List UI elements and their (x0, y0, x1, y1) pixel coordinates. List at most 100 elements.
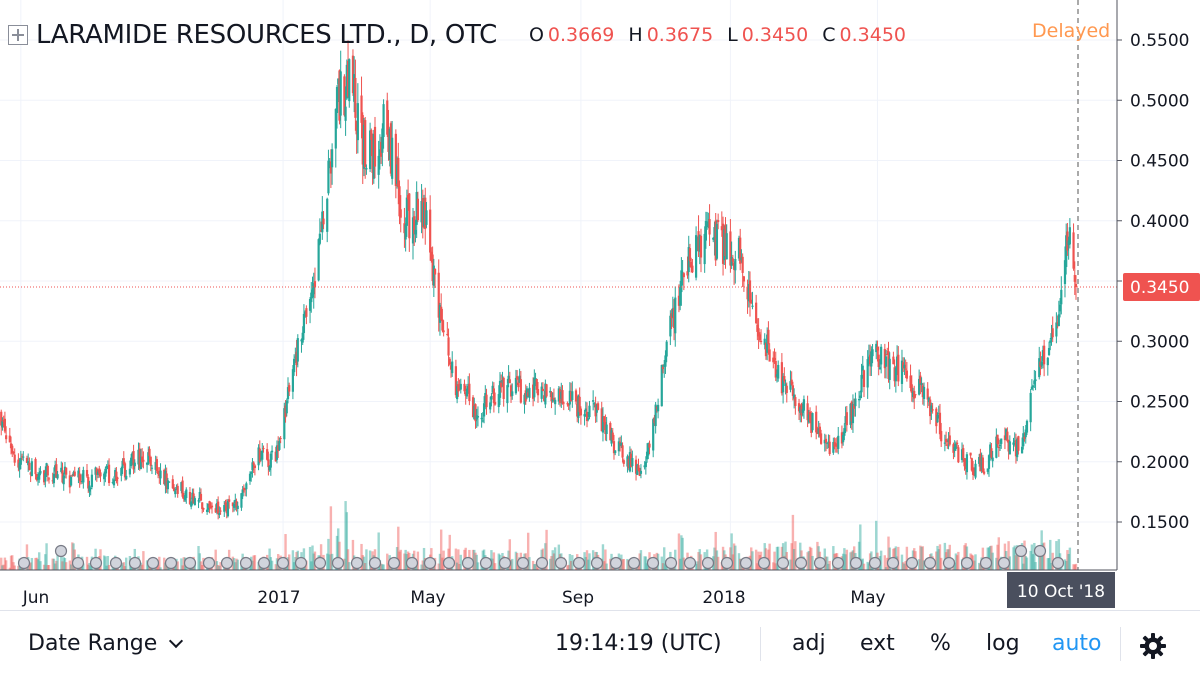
date-range-label: Date Range (28, 631, 158, 656)
price-chart[interactable]: 0.15000.20000.25000.30000.35000.40000.45… (0, 0, 1200, 610)
y-tick-label: 0.3000 (1130, 332, 1189, 352)
candle (370, 128, 373, 157)
dividend-marker[interactable] (128, 556, 142, 570)
candle-body (861, 365, 864, 371)
dividend-marker[interactable] (239, 556, 253, 570)
dividend-marker[interactable] (17, 556, 31, 570)
candle-body (364, 120, 367, 167)
dividend-marker[interactable] (1033, 544, 1047, 558)
candle (261, 442, 264, 467)
dividend-marker[interactable] (479, 556, 493, 570)
dividend-marker[interactable] (831, 556, 845, 570)
candle-body (921, 385, 924, 398)
dividend-marker[interactable] (776, 556, 790, 570)
candle-body (768, 349, 771, 362)
dividend-marker[interactable] (405, 556, 419, 570)
log-toggle[interactable]: log (986, 631, 1020, 656)
dividend-marker[interactable] (442, 556, 456, 570)
dividend-marker[interactable] (331, 556, 345, 570)
dividend-marker[interactable] (572, 556, 586, 570)
dividend-marker[interactable] (498, 556, 512, 570)
dividend-marker[interactable] (960, 556, 974, 570)
dividend-marker[interactable] (183, 556, 197, 570)
dividend-marker[interactable] (886, 556, 900, 570)
auto-toggle[interactable]: auto (1052, 631, 1102, 656)
candle-body (960, 449, 964, 460)
adj-toggle[interactable]: adj (792, 631, 826, 656)
candle-body (824, 438, 828, 443)
volume-bar (328, 554, 331, 570)
dividend-marker[interactable] (720, 556, 734, 570)
dividend-marker[interactable] (554, 556, 568, 570)
candle (235, 498, 238, 512)
candle-body (156, 471, 160, 475)
volume-bar (1064, 560, 1068, 570)
dividend-marker[interactable] (739, 556, 753, 570)
dividend-marker[interactable] (923, 556, 937, 570)
dividend-marker[interactable] (1051, 556, 1065, 570)
volume-bar (680, 535, 683, 570)
volume-bar (678, 558, 682, 570)
dividend-marker[interactable] (71, 556, 85, 570)
dividend-marker[interactable] (664, 556, 678, 570)
candle (969, 452, 972, 459)
candle (540, 382, 543, 403)
dividend-marker[interactable] (683, 556, 697, 570)
candle (995, 428, 998, 459)
dividend-marker[interactable] (646, 556, 660, 570)
dividend-marker[interactable] (276, 556, 290, 570)
percent-toggle[interactable]: % (930, 631, 951, 656)
dividend-marker[interactable] (516, 556, 530, 570)
dividend-marker[interactable] (905, 556, 919, 570)
dividend-marker[interactable] (609, 556, 623, 570)
dividend-marker[interactable] (164, 556, 178, 570)
dividend-marker[interactable] (146, 556, 160, 570)
candle-body (36, 476, 40, 480)
toolbar-divider (1120, 627, 1121, 661)
dividend-marker[interactable] (590, 556, 604, 570)
date-range-button[interactable]: Date Range (28, 631, 184, 656)
candle (56, 471, 59, 480)
dividend-marker[interactable] (942, 556, 956, 570)
dividend-marker[interactable] (461, 556, 475, 570)
dividend-marker[interactable] (220, 556, 234, 570)
dividend-marker[interactable] (849, 556, 863, 570)
dividend-marker[interactable] (627, 556, 641, 570)
dividend-marker[interactable] (868, 556, 882, 570)
candle-body (286, 387, 290, 400)
dividend-marker[interactable] (813, 556, 827, 570)
dividend-marker[interactable] (979, 556, 993, 570)
dividend-marker[interactable] (794, 556, 808, 570)
dividend-marker[interactable] (313, 556, 327, 570)
dividend-marker[interactable] (535, 556, 549, 570)
dividend-marker[interactable] (1014, 544, 1028, 558)
dividend-marker[interactable] (701, 556, 715, 570)
candle-body (322, 218, 325, 225)
candle (183, 491, 187, 502)
dividend-marker[interactable] (202, 556, 216, 570)
volume-bar (935, 551, 938, 570)
gear-icon[interactable] (1139, 632, 1167, 660)
candle-body (1005, 429, 1008, 440)
dividend-marker[interactable] (368, 556, 382, 570)
volume-bar (284, 534, 287, 570)
candle-body (94, 467, 97, 475)
candle (123, 461, 127, 481)
dividend-marker[interactable] (89, 556, 103, 570)
volume-bar (197, 546, 200, 570)
dividend-marker[interactable] (387, 556, 401, 570)
expand-icon[interactable] (8, 25, 28, 45)
dividend-marker[interactable] (350, 556, 364, 570)
dividend-marker[interactable] (423, 556, 437, 570)
candle (319, 221, 323, 233)
dividend-marker[interactable] (757, 556, 771, 570)
dividend-marker[interactable] (294, 556, 308, 570)
volume-bar (275, 558, 279, 570)
dividend-marker[interactable] (257, 556, 271, 570)
dividend-marker[interactable] (109, 556, 123, 570)
dividend-marker[interactable] (997, 556, 1011, 570)
dividend-marker[interactable] (54, 544, 68, 558)
candle (1049, 337, 1052, 351)
ext-toggle[interactable]: ext (860, 631, 895, 656)
volume-bar (1038, 548, 1041, 570)
